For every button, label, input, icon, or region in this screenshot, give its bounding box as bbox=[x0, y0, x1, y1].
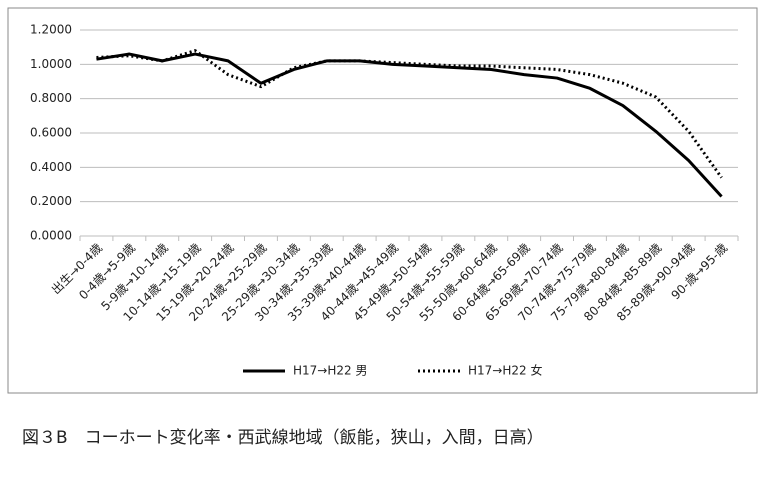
y-tick-label: 0.0000 bbox=[30, 229, 72, 243]
legend-label: H17→H22 男 bbox=[293, 364, 367, 378]
y-tick-label: 1.0000 bbox=[30, 57, 72, 71]
y-tick-label: 0.6000 bbox=[30, 126, 72, 140]
series-line bbox=[96, 52, 723, 198]
caption: 図３B コーホート変化率・西武線地域（飯能，狭山，入間，日高） bbox=[22, 428, 544, 448]
chart-frame bbox=[7, 7, 758, 394]
y-tick-label: 0.2000 bbox=[30, 194, 72, 208]
legend-label: H17→H22 女 bbox=[468, 363, 542, 378]
y-tick-label: 1.2000 bbox=[30, 23, 72, 37]
y-tick-label: 0.8000 bbox=[30, 91, 72, 105]
series-line bbox=[96, 49, 723, 179]
y-tick-label: 0.4000 bbox=[30, 160, 72, 174]
